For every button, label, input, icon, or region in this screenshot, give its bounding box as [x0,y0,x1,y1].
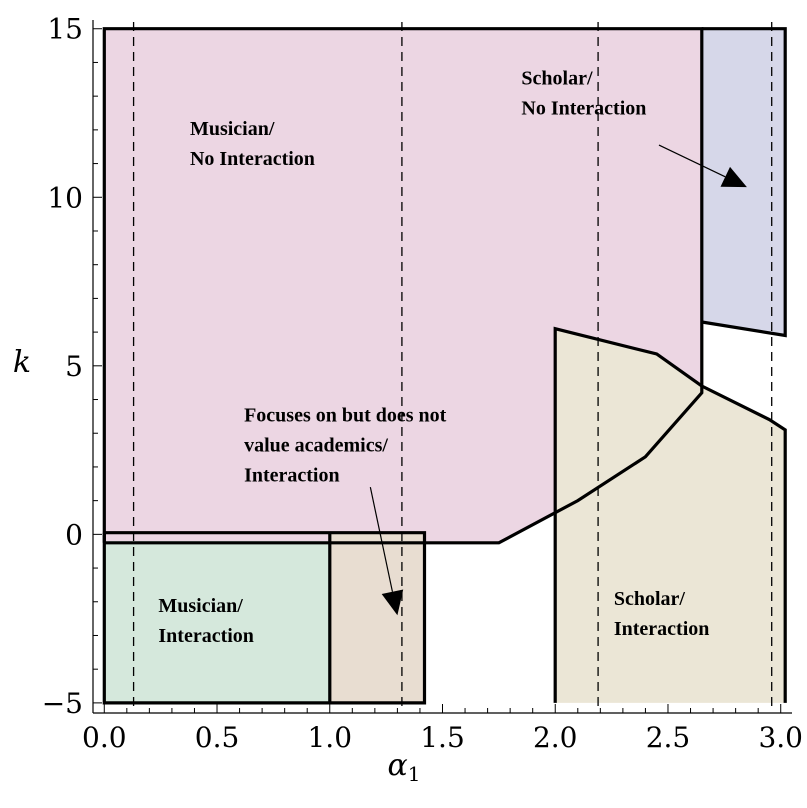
arrows-layer [369,144,747,616]
label-musician-interaction: Musician/Interaction [158,595,254,647]
region-musician-no-interaction [104,28,702,543]
x-tick-label: 0.5 [195,721,240,754]
arrow-scholar-shaft [658,144,726,178]
boundary-scholar-top-box [701,27,787,338]
y-tick-label: 0 [65,518,83,551]
y-tick-label: 10 [47,181,83,214]
label-scholar-no-interaction: Scholar/No Interaction [521,67,646,119]
x-tick-label: 1.0 [307,721,352,754]
boundaries-layer [102,27,787,705]
label-scholar-interaction: Scholar/Interaction [614,588,710,640]
regions-layer [104,28,786,703]
label-focuses: Focuses on but does not value academics/I… [244,404,447,486]
y-tick-label: 5 [65,350,83,383]
y-axis-label: k [13,345,31,380]
annotations-layer: Musician/No Interaction Scholar/No Intera… [158,67,709,647]
axes-layer: 0.0 0.5 1.0 1.5 2.0 2.5 3.0 −5 0 5 10 15 [42,13,803,754]
x-tick-label: 1.5 [420,721,465,754]
label-musician-no-interaction: Musician/No Interaction [190,118,315,170]
y-tick-label: −5 [42,687,83,720]
region-musician-interaction [104,541,330,703]
arrow-focuses-head [381,589,404,616]
arrow-scholar-head [720,166,747,188]
region-scholar-no-interaction [701,28,786,336]
boundary-lower-left-box [102,531,427,705]
x-tick-label: 2.5 [646,721,691,754]
region-scholar-interaction [555,328,786,703]
boundary-scholar-interaction-box [553,326,787,703]
x-tick-label: 0.0 [82,721,127,754]
arrow-focuses-shaft [369,487,394,592]
boundary-outer-top-box [102,27,704,545]
x-axis-label: α1 [388,748,421,786]
region-focuses-interaction [329,532,425,703]
x-tick-label: 3.0 [758,721,803,754]
y-tick-label: 15 [47,13,83,46]
x-tick-label: 2.0 [533,721,578,754]
